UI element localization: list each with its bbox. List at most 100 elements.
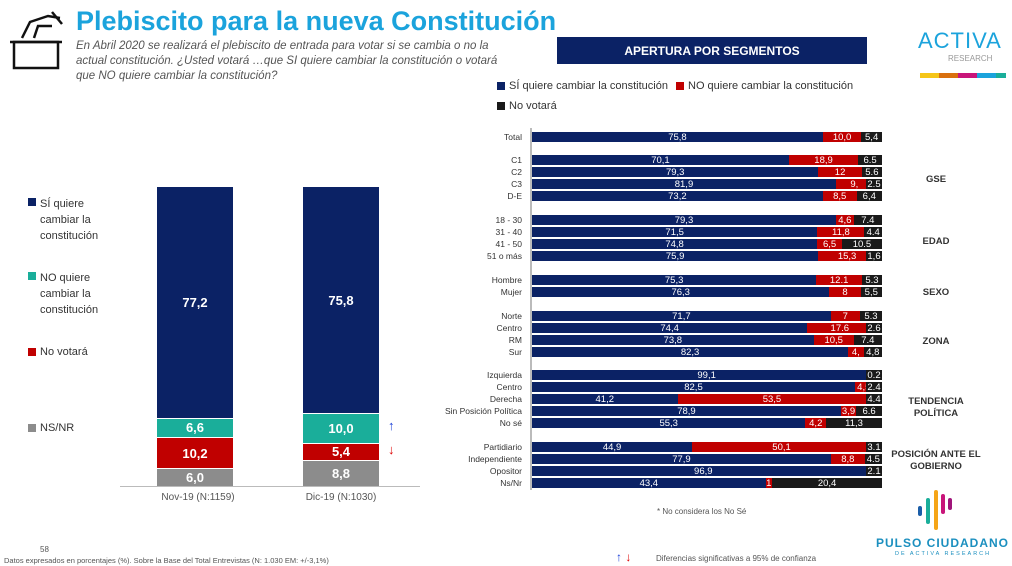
- data-label: 3.1: [867, 441, 881, 453]
- data-label: 6.6: [862, 405, 876, 417]
- data-label: 75,8: [668, 131, 687, 143]
- bar-no: 12.1: [816, 274, 862, 286]
- bar-no-votara: 10,2: [157, 437, 233, 468]
- data-label: 4.4: [866, 226, 880, 238]
- data-label: 4,: [851, 346, 860, 358]
- data-label: 1,6: [867, 250, 881, 262]
- bar-no-votara: 5.3: [859, 311, 882, 322]
- data-label: 99,1: [697, 369, 716, 381]
- page-subtitle: En Abril 2020 se realizará el plebiscito…: [76, 40, 498, 82]
- row-label: RM: [508, 334, 522, 345]
- data-label: 4,5: [857, 381, 871, 393]
- data-label: 10,0: [328, 421, 354, 437]
- bar-no: 17.6: [807, 322, 873, 334]
- bar-no-votara: 4.5: [864, 454, 882, 465]
- data-label: 4,8: [866, 346, 880, 358]
- data-label: 7: [842, 310, 848, 322]
- bar-no: 8,8: [830, 454, 865, 465]
- data-label: 4,2: [809, 417, 823, 429]
- significance-arrows: ↑ ↓: [616, 550, 632, 564]
- x-tick: Nov-19 (N:1159): [161, 492, 235, 503]
- bar-si: 43,4: [532, 478, 766, 489]
- data-label: 96,9: [694, 465, 713, 477]
- data-label: 6,5: [822, 238, 837, 250]
- data-label: 11,8: [831, 226, 850, 238]
- bar-no-votara: 6.5: [858, 155, 882, 166]
- bar-si: 77,2: [157, 186, 233, 418]
- bar-nsnr: 8,8: [303, 459, 379, 486]
- bar-no: 10,5: [813, 334, 854, 346]
- data-label: 77,2: [182, 294, 208, 310]
- bar-si: 81,9: [532, 179, 836, 190]
- bar-no-votara: 1,6: [866, 250, 882, 262]
- bar-si: 55,3: [532, 418, 806, 429]
- row-label: No sé: [499, 417, 522, 428]
- data-label: 4.4: [867, 393, 881, 405]
- data-label: 18,9: [814, 154, 833, 166]
- legend-no-votara: No votará: [497, 100, 557, 112]
- data-label: 8,5: [833, 190, 847, 202]
- data-label: 10,5: [824, 334, 843, 346]
- data-label: 11,3: [845, 417, 863, 429]
- row-label: Norte: [501, 310, 522, 321]
- bar-si: 75,8: [532, 131, 823, 143]
- data-label: 79,3: [665, 166, 685, 178]
- bar-no-votara: 2.6: [866, 322, 882, 334]
- page-number: 58: [40, 545, 49, 554]
- data-label: 8: [842, 286, 848, 298]
- data-label: 5,4: [865, 131, 879, 143]
- data-label: 5,5: [864, 286, 878, 298]
- pulso-logo-sub: DE ACTIVA RESEARCH: [895, 551, 992, 557]
- legend-si: SÍ quiere cambiar la constitución: [497, 80, 668, 92]
- bar-si: 74,4: [532, 323, 808, 334]
- bar-no: 10,0: [303, 413, 379, 444]
- data-label: 0.2: [867, 369, 881, 381]
- data-label: 2.6: [867, 322, 881, 334]
- bar-si: 77,9: [532, 454, 831, 465]
- data-label: 5.3: [865, 274, 879, 286]
- row-label: D-E: [507, 190, 522, 201]
- arrow-down-icon: ↓: [388, 442, 395, 457]
- data-label: 20,4: [817, 477, 837, 489]
- bar-no-votara: 5,5: [860, 286, 882, 298]
- row-label: C1: [511, 154, 522, 165]
- bar-no-votara: 4.4: [864, 226, 882, 238]
- row-label: 31 - 40: [495, 226, 522, 237]
- row-label: C2: [511, 166, 522, 177]
- bar-si: 99,1: [532, 369, 882, 381]
- row-label: Centro: [496, 322, 522, 333]
- data-label: 78,9: [677, 405, 696, 417]
- bar-si: 82,3: [532, 347, 849, 358]
- activa-logo: ACTIVA RESEARCH: [918, 28, 1008, 88]
- bar-nsnr: 6,0: [157, 468, 233, 486]
- data-label: 76,3: [671, 286, 690, 298]
- bar-no: 50,1: [692, 442, 871, 453]
- bar-si: 73,8: [532, 335, 814, 346]
- row-label: 51 o más: [487, 250, 522, 261]
- data-label: 6,6: [185, 420, 205, 436]
- data-label: 12.1: [829, 274, 849, 286]
- data-label: 6,4: [862, 190, 876, 202]
- data-label: 17.6: [830, 322, 850, 334]
- legend-no: NO quiere cambiar la constitución: [28, 270, 118, 318]
- bar-no: 12: [818, 167, 862, 178]
- bar-si: 71,5: [532, 227, 818, 238]
- bar-no-votara: 6,4: [856, 190, 882, 202]
- group-label: POSICIÓN ANTE EL GOBIERNO: [891, 449, 981, 472]
- bar-no-votara: 20,4: [772, 477, 882, 489]
- data-label: 73,2: [668, 190, 687, 202]
- legend-si: SÍ quiere cambiar la constitución: [28, 196, 118, 244]
- row-label: Hombre: [491, 274, 522, 285]
- x-axis: [120, 486, 420, 487]
- data-label: 75,3: [664, 274, 684, 286]
- bar-si: 79,3: [532, 166, 819, 178]
- data-label: 10,0: [832, 131, 852, 143]
- segments-title: APERTURA POR SEGMENTOS: [557, 37, 867, 64]
- group-label: SEXO: [922, 287, 950, 298]
- data-label: 2.1: [867, 465, 881, 477]
- bar-no: 6,6: [157, 417, 233, 438]
- bar-no: 4,2: [805, 417, 827, 429]
- bar-no: 10,0: [822, 131, 862, 143]
- bar-no-votara: 3.1: [866, 441, 882, 453]
- y-axis: [530, 128, 532, 490]
